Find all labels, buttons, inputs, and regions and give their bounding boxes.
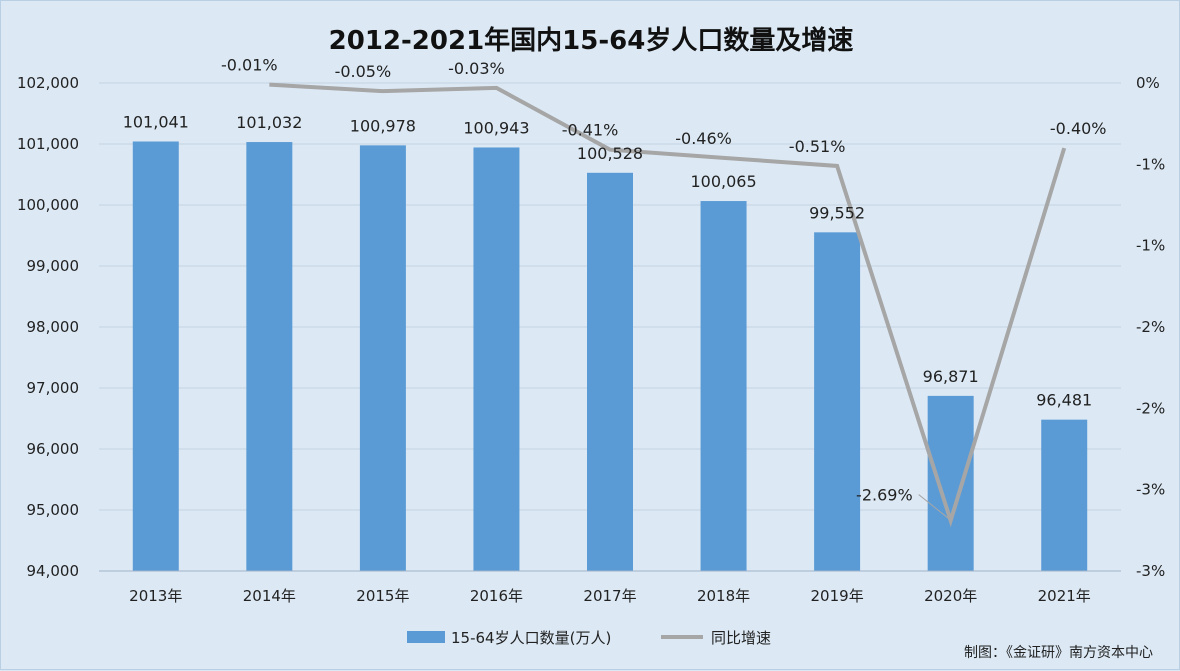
bar-data-label: 101,041 <box>123 112 189 131</box>
bar <box>246 142 293 571</box>
y-left-tick-label: 99,000 <box>27 257 80 275</box>
line-path <box>269 82 1067 528</box>
bar <box>700 201 747 571</box>
y-left-tick-label: 94,000 <box>27 562 80 580</box>
line-data-label: -0.41% <box>562 121 619 140</box>
legend: 15-64岁人口数量(万人) 同比增速 <box>407 629 771 647</box>
y-right-tick-label: -3% <box>1136 481 1165 499</box>
y-left-tick-label: 98,000 <box>27 318 80 336</box>
left-axis: 94,000 95,000 96,000 97,000 98,000 99,000 100,… <box>17 74 79 580</box>
bar <box>473 147 520 572</box>
line-series: 101,041 101,032 100,978 100,943 100,528 100,0… <box>123 56 1107 528</box>
y-left-tick-label: 101,000 <box>17 135 79 153</box>
bar-data-label: 96,871 <box>923 367 979 386</box>
source-note: 制图：《金证研》南方资本中心 <box>964 645 1153 661</box>
y-left-tick-label: 96,000 <box>27 440 80 458</box>
x-tick-label: 2019年 <box>811 587 864 605</box>
y-right-tick-label: 0% <box>1136 74 1160 92</box>
x-tick-label: 2020年 <box>924 587 977 605</box>
y-left-tick-label: 95,000 <box>27 501 80 519</box>
line-data-label: -0.01% <box>221 56 278 75</box>
x-tick-label: 2018年 <box>697 587 750 605</box>
x-axis: 2013年 2014年 2015年 2016年 2017年 2018年 2019年 2020年… <box>99 570 1121 605</box>
bar-data-label: 99,552 <box>809 203 865 222</box>
legend-label-bar: 15-64岁人口数量(万人) <box>451 629 611 647</box>
line-data-label: -0.03% <box>448 59 505 78</box>
right-axis: 0% -1% -1% -2% -2% -3% -3% <box>1136 74 1165 580</box>
bar <box>587 172 633 572</box>
y-right-tick-label: -1% <box>1136 155 1165 173</box>
bar <box>132 141 179 571</box>
line-data-label: -0.05% <box>335 62 392 81</box>
chart-title: 2012-2021年国内15-64岁人口数量及增速 <box>329 25 854 56</box>
bar-series <box>132 141 1088 572</box>
line-data-label: -0.51% <box>789 137 846 156</box>
x-tick-label: 2017年 <box>583 587 636 605</box>
x-tick-label: 2016年 <box>470 587 523 605</box>
y-left-tick-label: 97,000 <box>27 379 80 397</box>
bar-data-label: 101,032 <box>236 113 302 132</box>
y-right-tick-label: -2% <box>1136 318 1165 336</box>
legend-label-line: 同比增速 <box>711 629 771 647</box>
legend-swatch-bar <box>407 631 445 643</box>
bar-data-label: 100,528 <box>577 144 643 163</box>
line-label-leader <box>918 494 949 519</box>
bar-data-label: 100,943 <box>463 118 529 137</box>
x-tick-label: 2014年 <box>243 587 296 605</box>
bar-data-label: 100,065 <box>690 172 756 191</box>
y-right-tick-label: -1% <box>1136 237 1165 255</box>
x-tick-label: 2021年 <box>1038 587 1091 605</box>
y-right-tick-label: -2% <box>1136 399 1165 417</box>
bar-data-label: 100,978 <box>350 116 416 135</box>
y-left-tick-label: 100,000 <box>17 196 79 214</box>
bar <box>359 145 406 572</box>
x-tick-label: 2013年 <box>129 587 182 605</box>
line-data-label: -0.40% <box>1050 119 1107 138</box>
y-left-tick-label: 102,000 <box>17 74 79 92</box>
bar-data-label: 96,481 <box>1036 391 1092 410</box>
y-right-tick-label: -3% <box>1136 562 1165 580</box>
line-data-label: -2.69% <box>856 486 913 505</box>
bar <box>1041 419 1088 571</box>
line-data-label: -0.46% <box>675 129 732 148</box>
x-tick-label: 2015年 <box>356 587 409 605</box>
bar <box>814 232 861 571</box>
bar <box>927 395 974 571</box>
